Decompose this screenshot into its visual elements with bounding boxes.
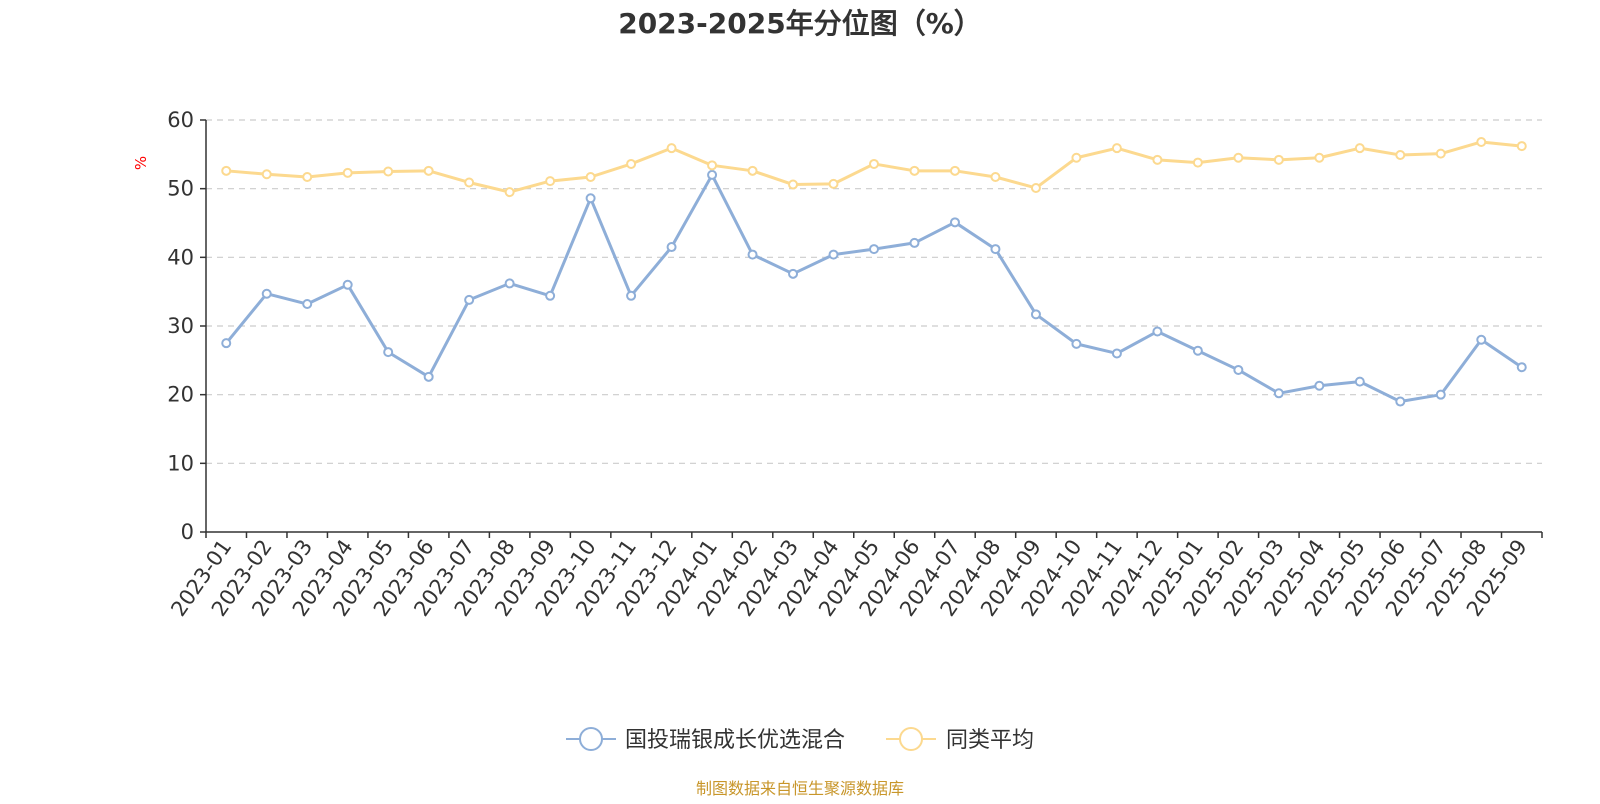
data-point[interactable]: [1233, 152, 1244, 163]
data-point[interactable]: [990, 244, 1001, 255]
y-axis-label: %: [132, 156, 150, 170]
data-point[interactable]: [666, 242, 677, 253]
data-point[interactable]: [545, 176, 556, 187]
data-point[interactable]: [1516, 141, 1527, 152]
legend-item-peer-average[interactable]: 同类平均: [886, 727, 1034, 753]
data-point[interactable]: [1476, 334, 1487, 345]
data-point[interactable]: [1111, 143, 1122, 154]
data-point[interactable]: [342, 279, 353, 290]
series-group: [221, 136, 1527, 407]
data-point[interactable]: [1152, 326, 1163, 337]
data-point[interactable]: [626, 158, 637, 169]
data-point[interactable]: [1516, 362, 1527, 373]
data-point[interactable]: [828, 249, 839, 260]
data-point[interactable]: [1192, 345, 1203, 356]
data-point[interactable]: [626, 290, 637, 301]
data-point[interactable]: [788, 268, 799, 279]
data-point[interactable]: [302, 299, 313, 310]
data-point[interactable]: [869, 158, 879, 169]
data-point[interactable]: [1273, 154, 1284, 165]
legend: 国投瑞银成长优选混合 同类平均: [566, 727, 1034, 753]
legend-item-fund[interactable]: 国投瑞银成长优选混合: [566, 727, 845, 753]
data-point[interactable]: [1071, 338, 1082, 349]
data-point[interactable]: [383, 166, 394, 177]
legend-marker-peer-average: [899, 727, 923, 751]
data-point[interactable]: [707, 160, 718, 171]
data-point[interactable]: [990, 171, 1001, 182]
y-tick-label: 0: [181, 520, 194, 544]
chart-title: 2023-2025年分位图（%）: [618, 7, 982, 40]
data-point[interactable]: [869, 244, 879, 255]
y-tick-label: 50: [167, 177, 194, 201]
data-point[interactable]: [707, 169, 718, 180]
x-ticks: 2023-012023-022023-032023-042023-052023-…: [166, 532, 1543, 621]
data-point[interactable]: [423, 371, 434, 382]
data-point[interactable]: [1152, 154, 1163, 165]
y-tick-label: 40: [167, 245, 194, 269]
y-tick-label: 10: [167, 451, 194, 475]
data-point[interactable]: [1354, 376, 1365, 387]
data-point[interactable]: [464, 177, 475, 188]
data-point[interactable]: [909, 237, 920, 248]
data-point[interactable]: [504, 278, 515, 289]
data-point[interactable]: [1476, 136, 1487, 147]
data-point[interactable]: [1233, 364, 1244, 375]
data-point[interactable]: [221, 338, 232, 349]
grid-lines: [206, 119, 1542, 464]
data-point[interactable]: [1111, 348, 1122, 359]
data-point[interactable]: [423, 165, 434, 176]
data-point[interactable]: [504, 187, 515, 198]
data-point[interactable]: [949, 165, 960, 176]
data-point[interactable]: [909, 165, 920, 176]
data-point[interactable]: [1435, 148, 1446, 159]
legend-marker-fund: [579, 727, 603, 751]
data-point[interactable]: [1192, 157, 1203, 168]
data-point[interactable]: [666, 143, 677, 154]
source-note: 制图数据来自恒生聚源数据库: [696, 779, 904, 798]
legend-label-fund: 国投瑞银成长优选混合: [625, 728, 845, 753]
data-point[interactable]: [828, 178, 839, 189]
data-point[interactable]: [1273, 388, 1284, 399]
data-point[interactable]: [585, 171, 596, 182]
data-point[interactable]: [1030, 182, 1041, 193]
data-point[interactable]: [261, 288, 272, 299]
series-line-0: [225, 173, 1523, 404]
data-point[interactable]: [261, 169, 272, 180]
data-point[interactable]: [585, 193, 596, 204]
data-point[interactable]: [464, 294, 475, 305]
data-point[interactable]: [1314, 152, 1325, 163]
data-point[interactable]: [1071, 152, 1082, 163]
y-tick-label: 60: [167, 108, 194, 132]
data-point[interactable]: [788, 179, 799, 190]
data-point[interactable]: [1435, 389, 1446, 400]
data-point[interactable]: [383, 347, 394, 358]
y-ticks: 0 10 20 30 40 50 60: [167, 108, 206, 544]
legend-label-peer-average: 同类平均: [946, 728, 1034, 753]
data-point[interactable]: [1314, 380, 1325, 391]
data-point[interactable]: [221, 165, 232, 176]
data-point[interactable]: [545, 290, 556, 301]
data-point[interactable]: [302, 171, 313, 182]
y-tick-label: 30: [167, 314, 194, 338]
data-point[interactable]: [342, 167, 353, 178]
data-point[interactable]: [1030, 309, 1041, 320]
data-point[interactable]: [747, 249, 758, 260]
data-point[interactable]: [1354, 143, 1365, 154]
y-tick-label: 20: [167, 383, 194, 407]
data-point[interactable]: [949, 217, 960, 228]
data-point[interactable]: [1395, 396, 1406, 407]
data-point[interactable]: [1395, 150, 1406, 161]
data-point[interactable]: [747, 165, 758, 176]
